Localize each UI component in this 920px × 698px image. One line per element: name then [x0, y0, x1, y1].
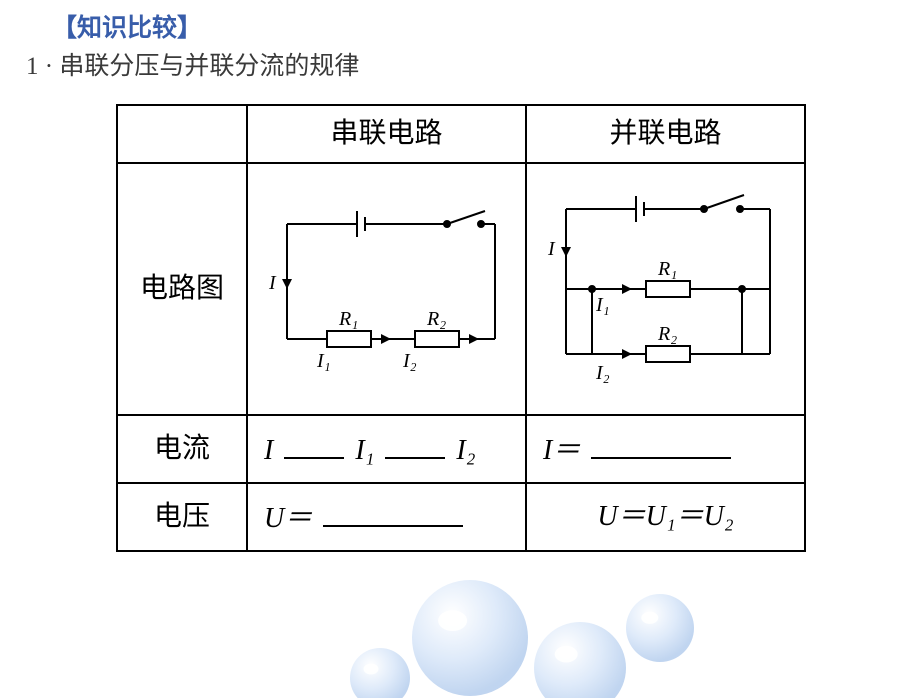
decorative-bubbles: [0, 558, 920, 698]
comparison-table: 串联电路 并联电路 电路图: [116, 104, 806, 552]
row-diagram-label: 电路图: [117, 163, 247, 415]
parallel-voltage-cell: U＝U₁＝U₂: [526, 483, 805, 551]
I: I: [264, 435, 273, 466]
series-voltage-cell: U＝: [247, 483, 526, 551]
header-row: 串联电路 并联电路: [117, 105, 805, 163]
row-current-label: 电流: [117, 415, 247, 483]
label-R2: R₂: [426, 308, 446, 330]
parallel-diagram-cell: I R₁ R₂ I₁ I₂: [526, 163, 805, 415]
label-R1: R₁: [657, 258, 677, 280]
label-R2: R₂: [657, 323, 677, 345]
label-I2: I₂: [402, 350, 417, 372]
blank-field[interactable]: [323, 496, 463, 527]
blank-field[interactable]: [591, 428, 731, 459]
row-diagram: 电路图: [117, 163, 805, 415]
I2: I₂: [456, 435, 475, 466]
subheading: 1 · 串联分压与并联分流的规律: [26, 46, 920, 82]
I-eq: I＝: [543, 435, 580, 466]
header-empty: [117, 105, 247, 163]
parallel-circuit-diagram: I R₁ R₂ I₁ I₂: [536, 179, 796, 399]
I1: I₁: [355, 435, 374, 466]
series-current-cell: I I₁ I₂: [247, 415, 526, 483]
header-series: 串联电路: [247, 105, 526, 163]
blank-field[interactable]: [385, 428, 445, 459]
row-voltage: 电压 U＝ U＝U₁＝U₂: [117, 483, 805, 551]
label-I1: I₁: [595, 294, 610, 316]
series-circuit-diagram: I R₁ R₂ I₁ I₂: [257, 189, 517, 389]
header-parallel: 并联电路: [526, 105, 805, 163]
label-I1: I₁: [316, 350, 331, 372]
heading: 【知识比较】: [52, 8, 920, 44]
U-eq: U＝: [264, 503, 312, 534]
parallel-current-cell: I＝: [526, 415, 805, 483]
row-current: 电流 I I₁ I₂ I＝: [117, 415, 805, 483]
label-I2: I₂: [595, 362, 610, 384]
label-R1: R₁: [338, 308, 358, 330]
label-I: I: [268, 272, 277, 294]
label-I: I: [547, 238, 556, 260]
row-voltage-label: 电压: [117, 483, 247, 551]
series-diagram-cell: I R₁ R₂ I₁ I₂: [247, 163, 526, 415]
parallel-voltage-formula: U＝U₁＝U₂: [597, 501, 733, 532]
blank-field[interactable]: [284, 428, 344, 459]
